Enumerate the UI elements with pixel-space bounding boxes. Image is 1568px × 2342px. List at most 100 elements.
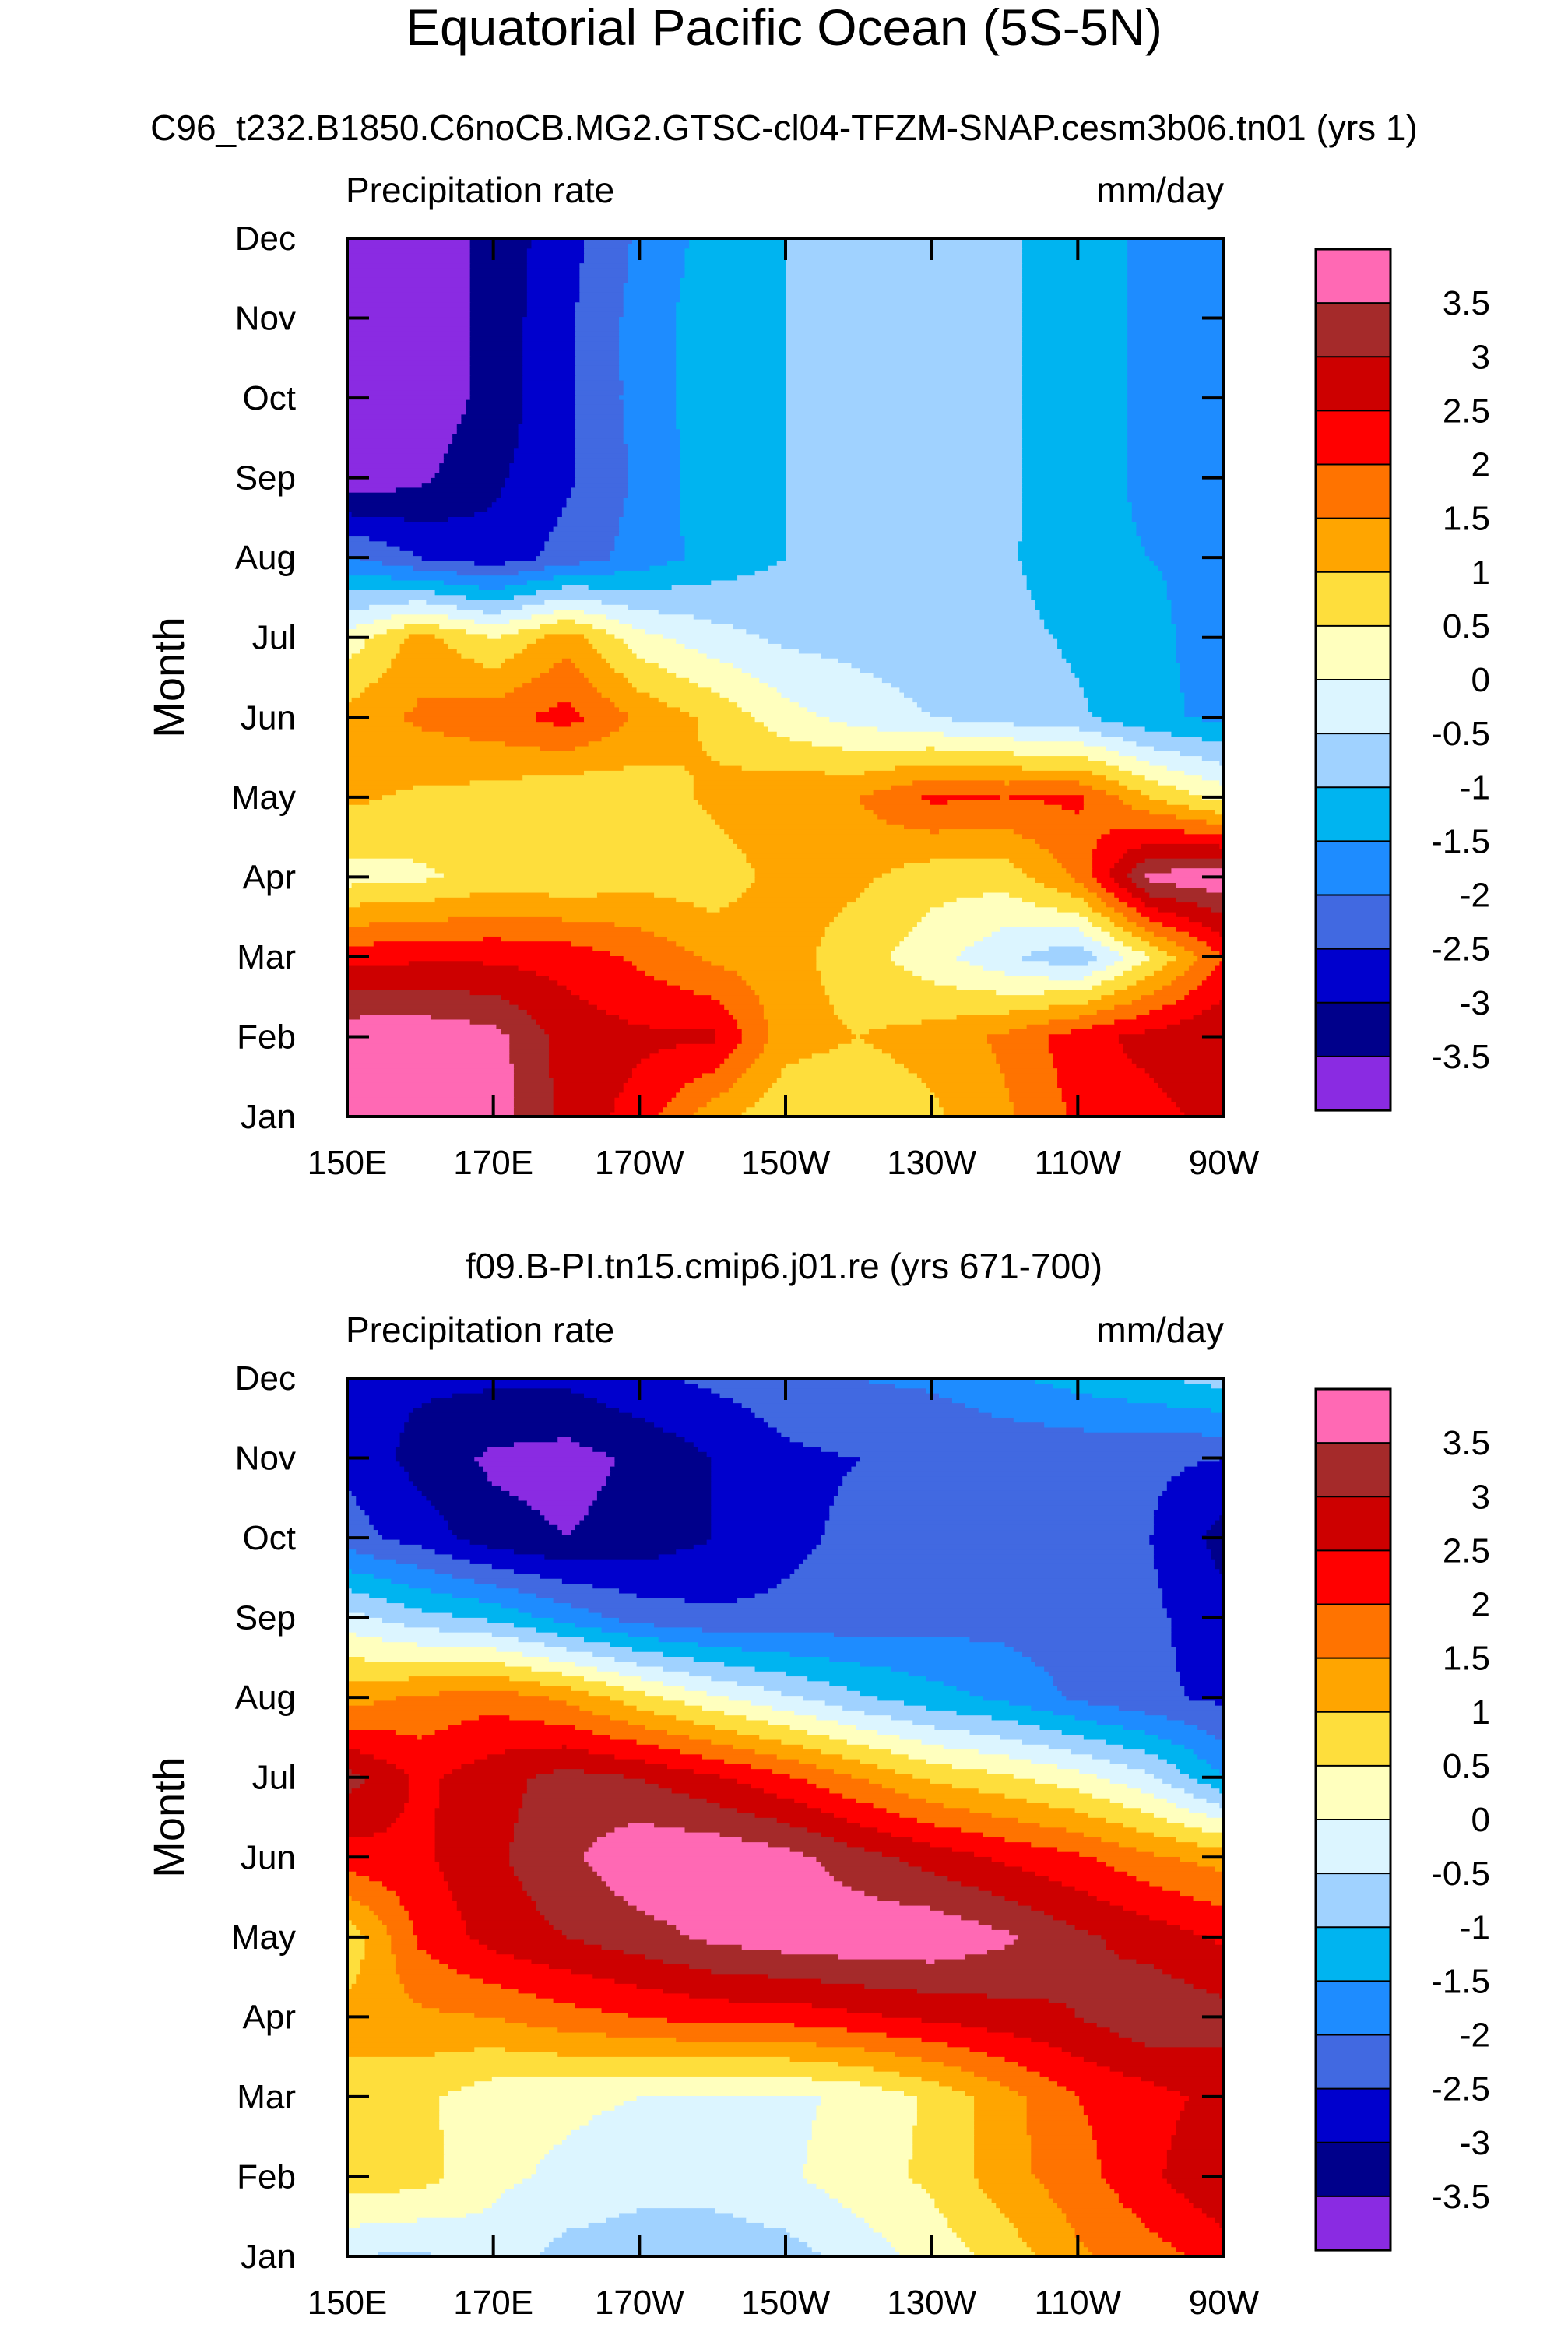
heatmap-cell xyxy=(513,1106,554,1113)
heatmap-cell xyxy=(1092,1023,1168,1029)
heatmap-cell xyxy=(623,1087,681,1093)
heatmap-cell xyxy=(798,1758,861,1764)
heatmap-cell xyxy=(614,2105,817,2111)
heatmap-cell xyxy=(347,1890,396,1897)
heatmap-cell xyxy=(1092,711,1186,717)
heatmap-cell xyxy=(916,2105,975,2111)
heatmap-cell xyxy=(811,2076,923,2082)
heatmap-cell xyxy=(1166,2085,1224,2091)
heatmap-cell xyxy=(347,316,471,322)
heatmap-cell xyxy=(803,1851,883,1857)
heatmap-cell xyxy=(1044,882,1085,888)
heatmap-cell xyxy=(1193,950,1221,956)
heatmap-cell xyxy=(733,838,1036,844)
heatmap-cell xyxy=(483,2207,638,2214)
heatmap-cell xyxy=(974,2168,1032,2175)
heatmap-cell xyxy=(978,2178,1041,2184)
heatmap-cell xyxy=(1022,526,1137,532)
heatmap-cell xyxy=(434,1812,519,1818)
heatmap-cell xyxy=(1144,926,1176,932)
heatmap-cell xyxy=(803,2168,909,2175)
heatmap-cell xyxy=(369,536,550,542)
heatmap-cell xyxy=(666,1764,751,1770)
heatmap-cell xyxy=(1083,930,1111,937)
heatmap-cell xyxy=(540,745,576,751)
heatmap-cell xyxy=(680,511,786,517)
heatmap-cell xyxy=(1211,1783,1224,1789)
heatmap-cell xyxy=(1048,1671,1181,1677)
heatmap-cell xyxy=(983,965,1106,971)
heatmap-cell xyxy=(741,1402,966,1408)
heatmap-cell xyxy=(553,1087,624,1093)
heatmap-cell xyxy=(899,941,975,947)
heatmap-cell xyxy=(654,1422,769,1428)
heatmap-cell xyxy=(1083,975,1116,981)
heatmap-cell xyxy=(680,516,786,522)
heatmap-cell xyxy=(364,687,515,693)
heatmap-cell xyxy=(680,462,786,469)
heatmap-cell xyxy=(553,1617,620,1623)
heatmap-cell xyxy=(891,1665,1045,1672)
heatmap-cell xyxy=(1153,1519,1216,1525)
colorbar-label: 1.5 xyxy=(1443,500,1490,538)
heatmap-cell xyxy=(969,1807,1076,1813)
heatmap-cell xyxy=(623,409,677,415)
heatmap-cell xyxy=(619,340,677,346)
heatmap-cell xyxy=(553,1111,611,1116)
heatmap-cell xyxy=(1166,2154,1224,2160)
heatmap-cell xyxy=(1109,2027,1224,2033)
heatmap-cell xyxy=(1013,2031,1120,2038)
heatmap-cell xyxy=(1092,2251,1186,2256)
heatmap-cell xyxy=(684,1700,751,1706)
heatmap-cell xyxy=(584,1939,708,1945)
heatmap-cell xyxy=(347,2090,449,2096)
heatmap-cell xyxy=(891,1714,993,1721)
heatmap-cell xyxy=(877,1695,984,1701)
heatmap-cell xyxy=(491,1563,800,1570)
heatmap-cell xyxy=(741,1111,944,1116)
heatmap-cell xyxy=(1022,355,1128,361)
heatmap-cell xyxy=(347,1704,581,1711)
heatmap-cell xyxy=(606,2031,888,2038)
heatmap-cell xyxy=(1088,902,1106,908)
heatmap-cell xyxy=(347,1861,441,1867)
heatmap-cell xyxy=(596,1870,831,1876)
heatmap-cell xyxy=(684,945,817,951)
heatmap-cell xyxy=(1197,1861,1224,1867)
heatmap-cell xyxy=(671,1788,765,1794)
heatmap-cell xyxy=(891,867,1023,874)
heatmap-cell xyxy=(395,1890,453,1897)
heatmap-cell xyxy=(356,1549,436,1555)
heatmap-cell xyxy=(786,360,1023,366)
heatmap-cell xyxy=(978,2183,1045,2189)
heatmap-cell xyxy=(759,999,831,1005)
heatmap-cell xyxy=(930,1778,1036,1784)
heatmap-cell xyxy=(926,2188,984,2194)
heatmap-cell xyxy=(711,1456,861,1462)
heatmap-cell xyxy=(1114,1949,1224,1955)
heatmap-cell xyxy=(776,687,901,693)
heatmap-cell xyxy=(619,2212,734,2218)
heatmap-cell xyxy=(601,2110,817,2116)
heatmap-cell xyxy=(676,2037,923,2043)
heatmap-cell xyxy=(1127,379,1224,385)
heatmap-cell xyxy=(663,1988,918,1994)
heatmap-cell xyxy=(838,911,926,917)
heatmap-cell xyxy=(588,677,629,684)
heatmap-cell xyxy=(786,413,1023,420)
heatmap-cell xyxy=(466,2212,620,2218)
heatmap-cell xyxy=(842,1880,962,1887)
heatmap-cell xyxy=(347,2095,441,2101)
heatmap-cell xyxy=(921,1018,1049,1025)
heatmap-cell xyxy=(1118,779,1159,786)
heatmap-cell xyxy=(842,745,926,751)
heatmap-cell xyxy=(1022,516,1133,522)
heatmap-cell xyxy=(1123,2070,1224,2077)
heatmap-cell xyxy=(1149,1009,1203,1015)
heatmap-cell xyxy=(395,487,501,493)
heatmap-cell xyxy=(786,248,1023,254)
heatmap-cell xyxy=(1057,1072,1151,1078)
heatmap-cell xyxy=(1166,950,1194,956)
heatmap-cell xyxy=(347,2056,791,2062)
heatmap-cell xyxy=(1000,2080,1058,2087)
